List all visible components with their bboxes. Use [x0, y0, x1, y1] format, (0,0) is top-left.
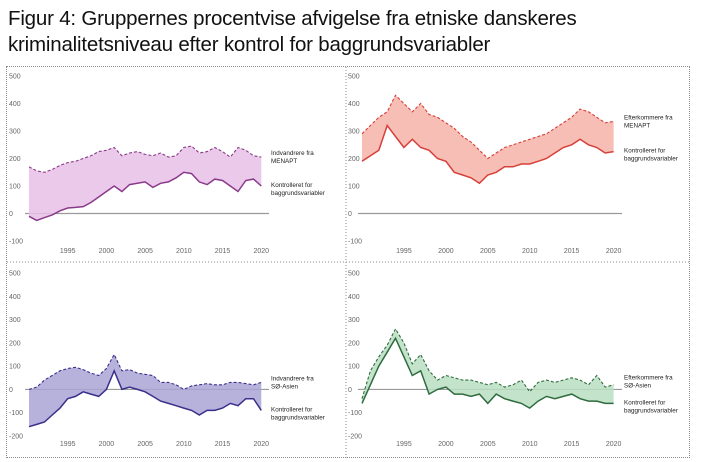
y-tick-label: -100	[348, 239, 362, 246]
x-tick-label: 2005	[480, 441, 496, 448]
x-tick-label: 2000	[99, 248, 115, 255]
x-tick-label: 2000	[438, 248, 454, 255]
series-label-group: Efterkommere fra	[624, 374, 673, 381]
x-tick-label: 1995	[396, 441, 412, 448]
y-tick-label: 0	[9, 387, 13, 394]
series-label-controlled: baggrundsvariabler	[271, 414, 325, 421]
chart-panel-top-left: 500 400 300 200 100 0 -100 1995 2000 2005 2010 2015…	[9, 74, 325, 256]
y-tick-label: 500	[348, 74, 360, 81]
y-tick-label: 200	[348, 156, 360, 163]
series-label-controlled: Kontrolleret for	[624, 399, 665, 406]
x-tick-label: 2015	[215, 248, 231, 255]
series-label-controlled: baggrundsvariabler	[271, 190, 325, 197]
x-tick-label: 2010	[176, 248, 192, 255]
y-tick-label: 500	[9, 74, 21, 81]
x-tick-label: 1995	[396, 248, 412, 255]
series-line-group	[28, 145, 262, 173]
gap-area	[362, 95, 614, 184]
series-label-group: SØ-Asien	[271, 383, 298, 390]
y-tick-label: 400	[9, 101, 21, 108]
y-tick-label: 300	[348, 129, 360, 136]
gap-area	[29, 354, 262, 427]
y-tick-label: 500	[348, 271, 360, 278]
x-tick-label: 2000	[99, 441, 115, 448]
series-label-controlled: baggrundsvariabler	[624, 407, 678, 414]
y-tick-label: 0	[348, 211, 352, 218]
x-tick-label: 1995	[60, 441, 76, 448]
x-tick-label: 2005	[137, 441, 153, 448]
y-tick-label: 200	[348, 340, 360, 347]
y-tick-label: 400	[348, 101, 360, 108]
x-tick-label: 2010	[176, 441, 192, 448]
series-label-group: Indvandrere fra	[271, 150, 314, 157]
y-tick-label: 400	[9, 294, 21, 301]
series-line-controlled	[361, 336, 614, 410]
chart-panel-bottom-left: 500 400 300 200 100 0 -100 -200 1995 2000 2005 2010…	[9, 271, 325, 449]
y-tick-label: 400	[348, 294, 360, 301]
x-tick-label: 2020	[253, 248, 269, 255]
series-label-group: Efterkommere fra	[624, 114, 673, 121]
chart-panel-top-right: 500 400 300 200 100 0 -100 1995 2000 2005 2010 2015…	[348, 74, 678, 256]
y-tick-label: 300	[9, 129, 21, 136]
series-label-group: MENAPT	[271, 158, 297, 165]
chart-panel-bottom-right: 500 400 300 200 100 0 -100 -200 1995 2000 2005 2010…	[348, 271, 678, 449]
series-label-group: MENAPT	[624, 122, 650, 129]
y-tick-label: 100	[9, 184, 21, 191]
series-line-controlled	[28, 368, 262, 428]
series-line-group	[361, 94, 614, 160]
y-tick-label: -200	[9, 434, 23, 441]
series-label-controlled: Kontrolleret for	[271, 182, 312, 189]
gap-area	[29, 146, 262, 221]
y-tick-label: 300	[348, 317, 360, 324]
x-tick-label: 2005	[480, 248, 496, 255]
x-tick-label: 2020	[253, 441, 269, 448]
series-label-group: Indvandrere fra	[271, 375, 314, 382]
x-tick-label: 2015	[564, 441, 580, 448]
series-line-group	[361, 327, 614, 399]
series-line-controlled	[361, 123, 614, 185]
series-label-controlled: Kontrolleret for	[624, 148, 665, 155]
y-tick-label: 100	[9, 364, 21, 371]
x-tick-label: 2010	[522, 248, 538, 255]
y-tick-label: 0	[348, 387, 352, 394]
series-label-controlled: baggrundsvariabler	[624, 156, 678, 163]
x-tick-label: 1995	[60, 248, 76, 255]
series-label-controlled: Kontrolleret for	[271, 406, 312, 413]
chart-grid: 500 400 300 200 100 0 -100 1995 2000 2005 2010 2015…	[6, 66, 691, 459]
series-line-controlled	[28, 171, 262, 222]
y-tick-label: 200	[9, 340, 21, 347]
y-tick-label: 100	[348, 364, 360, 371]
series-line-group	[28, 353, 262, 391]
x-tick-label: 2020	[606, 441, 622, 448]
page-title: Figur 4: Gruppernes procentvise afvigels…	[8, 7, 577, 56]
y-tick-label: 300	[9, 317, 21, 324]
y-tick-label: -100	[9, 239, 23, 246]
x-tick-label: 2000	[438, 441, 454, 448]
gap-area	[362, 328, 614, 409]
x-tick-label: 2005	[137, 248, 153, 255]
series-label-group: SØ-Asien	[624, 382, 651, 389]
y-tick-label: -100	[348, 410, 362, 417]
y-tick-label: 100	[348, 184, 360, 191]
y-tick-label: -100	[9, 410, 23, 417]
y-tick-label: 200	[9, 156, 21, 163]
y-tick-label: -200	[348, 434, 362, 441]
x-tick-label: 2010	[522, 441, 538, 448]
y-tick-label: 0	[9, 211, 13, 218]
x-tick-label: 2015	[564, 248, 580, 255]
y-tick-label: 500	[9, 271, 21, 278]
x-tick-label: 2020	[606, 248, 622, 255]
x-tick-label: 2015	[215, 441, 231, 448]
